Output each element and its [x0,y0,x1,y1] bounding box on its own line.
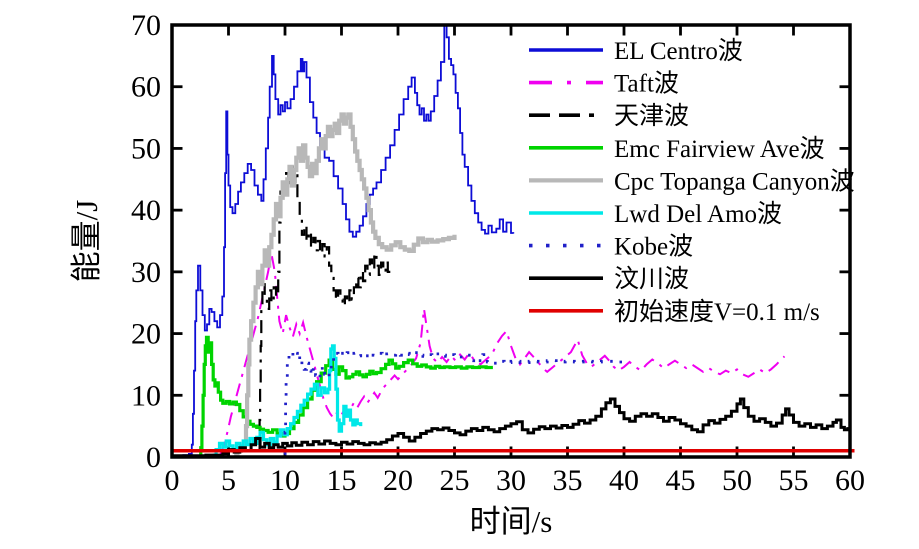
x-axis-title: 时间/s [470,504,553,539]
axis-ticks [170,23,852,459]
legend-item-tianjin: 天津波 [529,102,689,130]
x-tick-label: 0 [165,464,180,497]
legend-label-cpc-topanga-canyon: Cpc Topanga Canyon波 [614,167,855,195]
y-tick-label: 70 [131,9,161,42]
series-el-centro [172,24,515,457]
x-tick-label: 20 [383,464,413,497]
y-tick-label: 10 [131,379,161,412]
x-tick-label: 55 [779,464,809,497]
legend-item-initial-velocity: 初始速度V=0.1 m/s [529,298,820,326]
legend-label-initial-velocity: 初始速度V=0.1 m/s [614,298,820,326]
y-axis-title: 能量/J [69,200,104,283]
legend-item-cpc-topanga-canyon: Cpc Topanga Canyon波 [529,167,855,195]
series-lines [172,24,855,458]
legend-label-lwd-del-amo: Lwd Del Amo波 [614,200,782,228]
plot-frame [170,23,852,459]
x-tick-label: 60 [835,464,865,497]
legend-item-kobe: Kobe波 [529,233,693,261]
x-tick-label: 10 [270,464,300,497]
x-tick-label: 50 [722,464,752,497]
series-kobe [283,351,625,456]
legend-item-el-centro: EL Centro波 [529,37,743,65]
x-tick-label: 5 [221,464,236,497]
y-tick-label: 50 [131,132,161,165]
legend-label-wenchuan: 汶川波 [614,265,689,293]
series-emc-fairview-ave [199,335,493,457]
x-tick-label: 40 [609,464,639,497]
x-tick-label: 25 [440,464,470,497]
series-tianjin [258,165,393,452]
series-cpc-topanga-canyon [234,112,457,457]
x-tick-label: 15 [327,464,357,497]
legend-label-taft: Taft波 [614,70,679,98]
legend-item-taft: Taft波 [529,70,679,98]
y-tick-label: 60 [131,71,161,104]
axis-tick-labels: 0 5 10 15 20 25 30 35 40 45 50 55 60 0 10 20 30 40 50 60 70 [131,9,865,497]
x-tick-label: 35 [553,464,583,497]
legend-label-el-centro: EL Centro波 [614,37,743,65]
y-tick-label: 0 [146,441,161,474]
legend-item-wenchuan: 汶川波 [529,265,689,293]
x-tick-label: 30 [496,464,526,497]
legend-item-emc-fairview-ave: Emc Fairview Ave波 [529,135,825,163]
series-taft [219,253,786,455]
y-tick-label: 30 [131,256,161,289]
series-wenchuan [172,397,852,458]
y-tick-label: 20 [131,318,161,351]
legend-label-kobe: Kobe波 [614,233,693,261]
legend-label-emc-fairview-ave: Emc Fairview Ave波 [614,135,825,163]
x-tick-label: 45 [666,464,696,497]
y-tick-label: 40 [131,194,161,227]
legend-label-tianjin: 天津波 [614,102,689,130]
legend-item-lwd-del-amo: Lwd Del Amo波 [529,200,782,228]
